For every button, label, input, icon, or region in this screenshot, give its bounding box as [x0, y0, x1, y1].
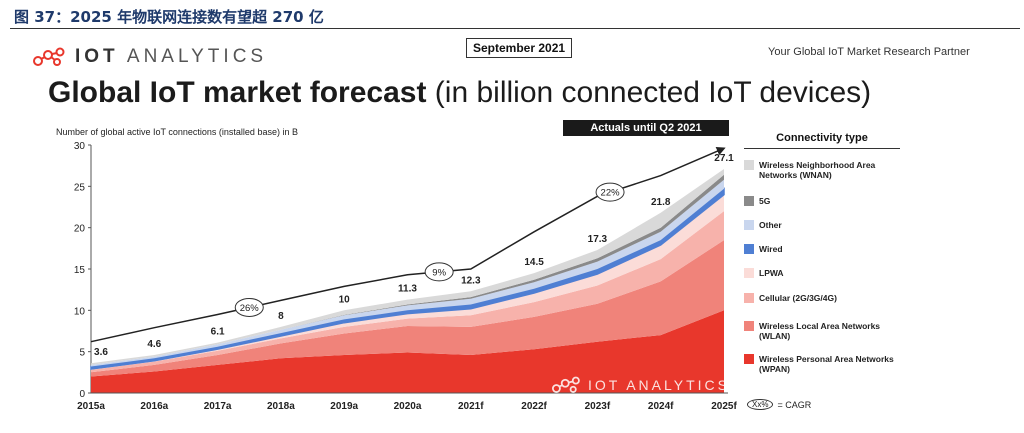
total-value-label: 4.6	[147, 339, 161, 350]
x-tick-label: 2025f	[711, 401, 737, 412]
x-tick-label: 2022f	[521, 401, 547, 412]
total-value-label: 8	[278, 311, 284, 322]
legend-item: 5G	[744, 196, 894, 206]
legend-label: Other	[759, 220, 782, 230]
legend-item: Wireless Personal Area Networks (WPAN)	[744, 354, 894, 374]
area-series-lpwa	[91, 194, 724, 370]
legend-swatch	[744, 244, 754, 254]
x-tick-label: 2021f	[458, 401, 484, 412]
legend-item: Other	[744, 220, 894, 230]
watermark: IOT ANALYTICS	[552, 376, 730, 394]
watermark-logo-icon	[552, 376, 580, 393]
total-value-label: 27.1	[714, 153, 734, 164]
legend-label: Wireless Personal Area Networks (WPAN)	[759, 354, 894, 374]
x-tick-label: 2019a	[330, 401, 358, 412]
area-series-wired	[90, 187, 725, 370]
y-tick-label: 5	[79, 348, 85, 359]
cagr-note: Xx% = CAGR	[747, 399, 811, 410]
tagline: Your Global IoT Market Research Partner	[768, 46, 970, 58]
legend-label: Cellular (2G/3G/4G)	[759, 293, 837, 303]
cagr-label: 26%	[240, 303, 260, 314]
legend-item: Wired	[744, 244, 894, 254]
legend-swatch	[744, 354, 754, 364]
legend-item: Wireless Neighborhood Area Networks (WNA…	[744, 160, 894, 180]
cagr-label: 22%	[601, 188, 621, 199]
date-badge: September 2021	[466, 38, 573, 58]
cagr-text: = CAGR	[777, 399, 812, 410]
legend-item: LPWA	[744, 268, 894, 278]
legend-label: Wireless Local Area Networks (WLAN)	[759, 321, 881, 341]
total-value-label: 12.3	[461, 275, 481, 286]
total-value-label: 10	[339, 294, 351, 305]
area-series-wireless	[91, 240, 724, 377]
brand-name: IOT ANALYTICS	[75, 46, 268, 67]
y-tick-label: 30	[74, 141, 86, 152]
y-tick-label: 25	[74, 182, 86, 193]
y-axis-title: Number of global active IoT connections …	[56, 127, 298, 137]
x-tick-label: 2016a	[140, 401, 168, 412]
cagr-symbol: Xx%	[747, 399, 774, 410]
legend-swatch	[744, 293, 754, 303]
figure-caption: 图 37：2025 年物联网连接数有望超 270 亿	[14, 8, 324, 26]
cagr-badge	[595, 182, 625, 202]
legend-swatch	[744, 268, 754, 278]
legend-swatch	[744, 321, 754, 331]
legend-item: Wireless Local Area Networks (WLAN)	[744, 321, 894, 341]
y-tick-label: 10	[74, 306, 86, 317]
x-tick-label: 2015a	[77, 401, 105, 412]
x-tick-label: 2020a	[394, 401, 422, 412]
total-value-label: 14.5	[524, 257, 544, 268]
legend-swatch	[744, 160, 754, 170]
x-tick-label: 2024f	[648, 401, 674, 412]
total-value-label: 17.3	[588, 234, 608, 245]
area-series-cellular	[91, 211, 724, 373]
cagr-label: 9%	[432, 267, 446, 278]
total-value-label: 11.3	[398, 284, 417, 295]
x-tick-label: 2023f	[585, 401, 611, 412]
caption-divider	[10, 28, 1020, 29]
brand-logo: IOT ANALYTICS	[33, 46, 267, 68]
legend: Connectivity type Wireless Neighborhood …	[740, 132, 900, 374]
cagr-badge	[424, 262, 454, 282]
x-tick-label: 2017a	[204, 401, 232, 412]
legend-title: Connectivity type	[744, 132, 900, 149]
actuals-banner: Actuals until Q2 2021	[563, 120, 729, 136]
cagr-badge	[234, 297, 264, 317]
iot-analytics-logo-icon	[33, 47, 65, 66]
total-value-label: 6.1	[211, 327, 225, 338]
legend-label: LPWA	[759, 268, 784, 278]
y-tick-label: 0	[79, 389, 85, 400]
legend-label: Wired	[759, 244, 783, 254]
legend-swatch	[744, 196, 754, 206]
chart-title: Global IoT market forecast (in billion c…	[48, 76, 872, 109]
area-series-wireless	[91, 310, 724, 393]
total-value-label: 21.8	[651, 197, 671, 208]
y-tick-label: 15	[74, 265, 86, 276]
legend-swatch	[744, 220, 754, 230]
legend-label: 5G	[759, 196, 771, 206]
total-value-label: 3.6	[94, 347, 108, 358]
legend-label: Wireless Neighborhood Area Networks (WNA…	[759, 160, 876, 180]
x-tick-label: 2018a	[267, 401, 295, 412]
legend-item: Cellular (2G/3G/4G)	[744, 293, 894, 303]
y-tick-label: 20	[74, 224, 86, 235]
